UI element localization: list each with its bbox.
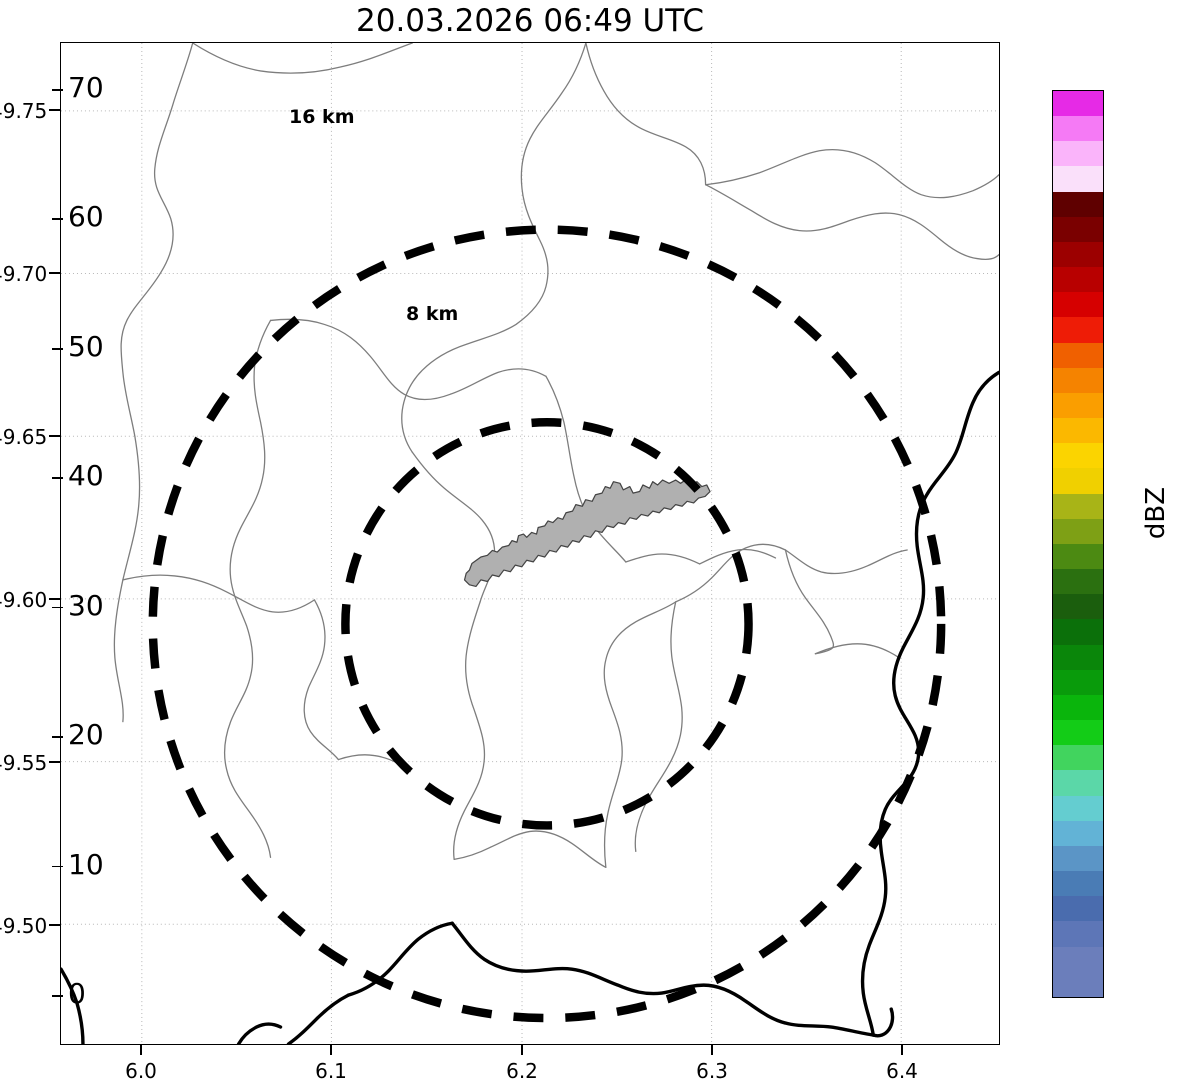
colorbar-band bbox=[1053, 443, 1103, 469]
y-tickmark bbox=[49, 598, 60, 600]
range-rings bbox=[148, 225, 946, 1023]
colorbar-band bbox=[1053, 292, 1103, 318]
y-tickmark bbox=[49, 272, 60, 274]
colorbar-tick-label: 70 bbox=[68, 71, 104, 104]
colorbar-tick-label: 60 bbox=[68, 200, 104, 234]
range-ring-8km-label: 8 km bbox=[406, 303, 459, 325]
colorbar-band bbox=[1053, 317, 1103, 343]
colorbar-tick-label: 40 bbox=[68, 459, 104, 493]
colorbar-tick-label: 20 bbox=[68, 718, 104, 752]
colorbar-band bbox=[1053, 795, 1103, 821]
colorbar-band bbox=[1053, 90, 1103, 116]
colorbar-band bbox=[1053, 241, 1103, 268]
y-tick-label: 49.75 bbox=[0, 99, 48, 123]
admin-boundary-lines bbox=[113, 43, 999, 869]
colorbar-band bbox=[1053, 392, 1103, 419]
x-tickmark bbox=[711, 1045, 713, 1055]
colorbar-band bbox=[1053, 141, 1103, 167]
colorbar-tickmark bbox=[52, 865, 63, 868]
colorbar-tickmark bbox=[52, 89, 63, 91]
colorbar-band bbox=[1053, 166, 1103, 192]
colorbar-band bbox=[1053, 644, 1103, 670]
colorbar-tickmark bbox=[52, 995, 63, 997]
colorbar-band bbox=[1053, 569, 1103, 595]
colorbar-band bbox=[1053, 267, 1103, 293]
colorbar-band bbox=[1053, 720, 1103, 746]
colorbar-tickmark bbox=[52, 477, 63, 480]
colorbar-band bbox=[1053, 543, 1103, 570]
page-title: 20.03.2026 06:49 UTC bbox=[356, 3, 704, 39]
colorbar-band bbox=[1053, 896, 1103, 922]
colorbar-band bbox=[1053, 845, 1103, 872]
colorbar-band bbox=[1053, 115, 1103, 142]
colorbar-band bbox=[1053, 216, 1103, 242]
y-tickmark bbox=[49, 435, 60, 437]
colorbar-band bbox=[1053, 493, 1103, 519]
colorbar-tick-label: 50 bbox=[68, 329, 104, 363]
x-tickmark bbox=[140, 1045, 142, 1055]
colorbar-band bbox=[1053, 367, 1103, 393]
colorbar-band bbox=[1053, 418, 1103, 444]
colorbar-tick-label: 10 bbox=[68, 847, 104, 881]
colorbar-gradient bbox=[1053, 90, 1103, 997]
x-tick-label: 6.4 bbox=[886, 1059, 918, 1083]
colorbar-tickmark bbox=[52, 606, 63, 609]
map-canvas bbox=[61, 43, 999, 1044]
x-tickmark bbox=[901, 1045, 903, 1055]
colorbar-band bbox=[1053, 921, 1103, 947]
y-tickmark bbox=[49, 924, 60, 926]
colorbar-axis-label: dBZ bbox=[1136, 0, 1176, 1084]
x-tick-label: 6.3 bbox=[696, 1059, 728, 1083]
urban-area-polygon bbox=[463, 479, 711, 588]
colorbar-band bbox=[1053, 745, 1103, 771]
y-tick-label: 49.60 bbox=[0, 588, 48, 612]
colorbar-tick-label: 30 bbox=[68, 588, 104, 622]
colorbar[interactable] bbox=[1052, 90, 1104, 998]
colorbar-band bbox=[1053, 694, 1103, 721]
x-tick-label: 6.0 bbox=[125, 1059, 157, 1083]
colorbar-band bbox=[1053, 619, 1103, 645]
colorbar-tickmark bbox=[52, 218, 63, 221]
colorbar-band bbox=[1053, 518, 1103, 544]
colorbar-band bbox=[1053, 191, 1103, 217]
y-tick-label: 49.50 bbox=[0, 914, 48, 938]
map-axes[interactable]: 16 km 8 km bbox=[60, 42, 1000, 1045]
y-tick-label: 49.55 bbox=[0, 751, 48, 775]
x-tickmark bbox=[521, 1045, 523, 1055]
colorbar-tickmark bbox=[52, 736, 63, 738]
colorbar-band bbox=[1053, 594, 1103, 620]
colorbar-band bbox=[1053, 669, 1103, 695]
colorbar-band bbox=[1053, 820, 1103, 846]
colorbar-band bbox=[1053, 342, 1103, 368]
country-border bbox=[61, 370, 999, 1044]
x-tick-label: 6.2 bbox=[506, 1059, 538, 1083]
colorbar-band bbox=[1053, 871, 1103, 897]
colorbar-band bbox=[1053, 946, 1103, 972]
y-tick-label: 49.70 bbox=[0, 262, 48, 286]
colorbar-band bbox=[1053, 770, 1103, 796]
range-ring-16km-label: 16 km bbox=[289, 106, 355, 128]
colorbar-band bbox=[1053, 468, 1103, 494]
colorbar-band bbox=[1053, 971, 1103, 997]
gridlines bbox=[61, 43, 999, 1044]
colorbar-axis-label-text: dBZ bbox=[1141, 486, 1171, 540]
range-ring-8km bbox=[341, 418, 753, 830]
y-tick-label: 49.65 bbox=[0, 425, 48, 449]
y-tickmark bbox=[49, 109, 60, 111]
y-tickmark bbox=[49, 761, 60, 763]
colorbar-tickmark bbox=[52, 347, 63, 350]
colorbar-tick-label: 0 bbox=[68, 977, 86, 1010]
x-tick-label: 6.1 bbox=[315, 1059, 347, 1083]
x-tickmark bbox=[330, 1045, 332, 1055]
range-ring-16km bbox=[148, 225, 946, 1023]
